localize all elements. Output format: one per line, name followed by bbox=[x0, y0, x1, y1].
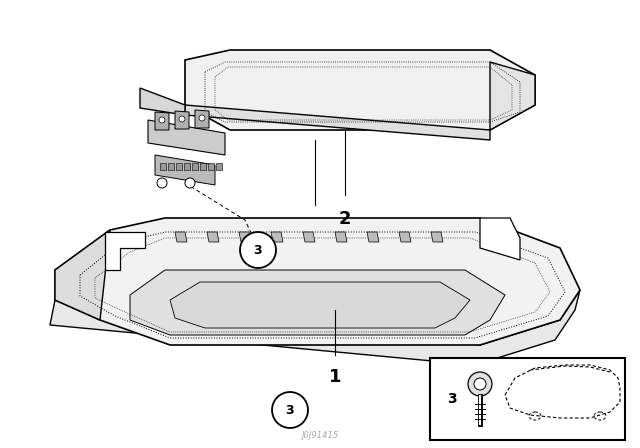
Polygon shape bbox=[155, 155, 215, 185]
Polygon shape bbox=[175, 111, 189, 129]
Text: 3: 3 bbox=[253, 244, 262, 257]
Polygon shape bbox=[185, 50, 535, 130]
Polygon shape bbox=[140, 88, 185, 115]
Polygon shape bbox=[168, 163, 174, 170]
Polygon shape bbox=[367, 232, 379, 242]
Polygon shape bbox=[55, 230, 110, 320]
Circle shape bbox=[272, 392, 308, 428]
Polygon shape bbox=[490, 62, 535, 130]
Polygon shape bbox=[207, 232, 219, 242]
Polygon shape bbox=[148, 120, 225, 155]
Polygon shape bbox=[200, 163, 206, 170]
Polygon shape bbox=[271, 232, 283, 242]
Bar bbox=[430, 358, 625, 440]
Polygon shape bbox=[216, 163, 222, 170]
Polygon shape bbox=[175, 232, 187, 242]
Polygon shape bbox=[160, 163, 166, 170]
Text: J0J91415: J0J91415 bbox=[301, 431, 339, 440]
Polygon shape bbox=[480, 218, 520, 260]
Polygon shape bbox=[192, 163, 198, 170]
Polygon shape bbox=[184, 163, 190, 170]
Polygon shape bbox=[105, 232, 145, 270]
Polygon shape bbox=[50, 290, 580, 365]
Polygon shape bbox=[130, 270, 505, 335]
Polygon shape bbox=[155, 112, 169, 130]
Polygon shape bbox=[176, 163, 182, 170]
Text: 3: 3 bbox=[447, 392, 457, 406]
Polygon shape bbox=[431, 232, 443, 242]
Circle shape bbox=[179, 116, 185, 122]
Polygon shape bbox=[185, 105, 490, 140]
Polygon shape bbox=[55, 218, 580, 345]
Polygon shape bbox=[335, 232, 347, 242]
Polygon shape bbox=[208, 163, 214, 170]
Circle shape bbox=[474, 378, 486, 390]
Circle shape bbox=[159, 117, 165, 123]
Polygon shape bbox=[195, 110, 209, 128]
Polygon shape bbox=[399, 232, 411, 242]
Circle shape bbox=[185, 178, 195, 188]
Polygon shape bbox=[239, 232, 251, 242]
Polygon shape bbox=[170, 282, 470, 328]
Circle shape bbox=[240, 232, 276, 268]
Text: 3: 3 bbox=[285, 404, 294, 417]
Circle shape bbox=[157, 178, 167, 188]
Polygon shape bbox=[303, 232, 315, 242]
Text: 2: 2 bbox=[339, 210, 351, 228]
Circle shape bbox=[468, 372, 492, 396]
Text: 1: 1 bbox=[329, 368, 341, 386]
Circle shape bbox=[199, 115, 205, 121]
